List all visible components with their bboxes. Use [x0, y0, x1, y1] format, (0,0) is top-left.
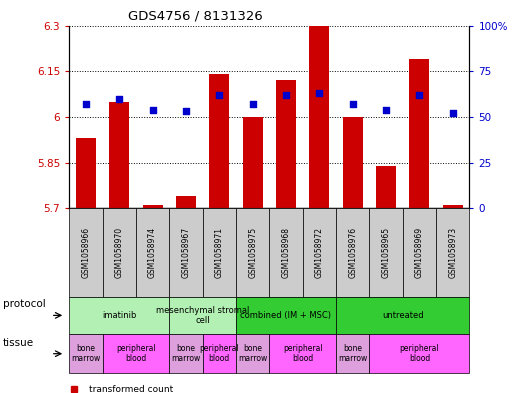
- Text: imatinib: imatinib: [102, 311, 136, 320]
- Text: bone
marrow: bone marrow: [71, 344, 101, 364]
- Text: bone
marrow: bone marrow: [171, 344, 201, 364]
- Point: [282, 92, 290, 98]
- Text: GSM1058976: GSM1058976: [348, 227, 357, 278]
- Text: protocol: protocol: [3, 299, 45, 310]
- Bar: [343, 117, 363, 208]
- Text: GSM1058972: GSM1058972: [315, 227, 324, 278]
- Point: [149, 107, 157, 113]
- Point: [416, 92, 424, 98]
- Text: bone
marrow: bone marrow: [338, 344, 367, 364]
- Text: peripheral
blood: peripheral blood: [116, 344, 156, 364]
- Point: [349, 101, 357, 107]
- Text: GSM1058970: GSM1058970: [115, 227, 124, 278]
- Text: peripheral
blood: peripheral blood: [200, 344, 239, 364]
- Text: tissue: tissue: [3, 338, 34, 348]
- Point: [382, 107, 390, 113]
- Text: mesenchymal stromal
cell: mesenchymal stromal cell: [156, 306, 249, 325]
- Text: peripheral
blood: peripheral blood: [400, 344, 439, 364]
- Text: GSM1058974: GSM1058974: [148, 227, 157, 278]
- Text: GSM1058966: GSM1058966: [82, 227, 90, 278]
- Bar: [243, 117, 263, 208]
- Text: GSM1058971: GSM1058971: [215, 227, 224, 278]
- Point: [448, 110, 457, 116]
- Text: GSM1058965: GSM1058965: [382, 227, 390, 278]
- Point: [315, 90, 323, 96]
- Point: [215, 92, 224, 98]
- Bar: [276, 80, 296, 208]
- Text: transformed count: transformed count: [89, 385, 173, 393]
- Text: GSM1058969: GSM1058969: [415, 227, 424, 278]
- Text: GSM1058968: GSM1058968: [282, 227, 290, 278]
- Point: [82, 101, 90, 107]
- Text: GSM1058967: GSM1058967: [182, 227, 190, 278]
- Point: [182, 108, 190, 115]
- Bar: [176, 196, 196, 208]
- Bar: [443, 205, 463, 208]
- Text: GSM1058975: GSM1058975: [248, 227, 257, 278]
- Point: [115, 95, 124, 102]
- Text: GSM1058973: GSM1058973: [448, 227, 457, 278]
- Text: untreated: untreated: [382, 311, 424, 320]
- Bar: [76, 138, 96, 208]
- Text: peripheral
blood: peripheral blood: [283, 344, 323, 364]
- Bar: [409, 59, 429, 208]
- Text: GDS4756 / 8131326: GDS4756 / 8131326: [128, 10, 262, 23]
- Bar: [309, 26, 329, 208]
- Bar: [209, 74, 229, 208]
- Text: combined (IM + MSC): combined (IM + MSC): [241, 311, 331, 320]
- Bar: [376, 166, 396, 208]
- Bar: [143, 205, 163, 208]
- Bar: [109, 102, 129, 208]
- Point: [248, 101, 256, 107]
- Text: bone
marrow: bone marrow: [238, 344, 267, 364]
